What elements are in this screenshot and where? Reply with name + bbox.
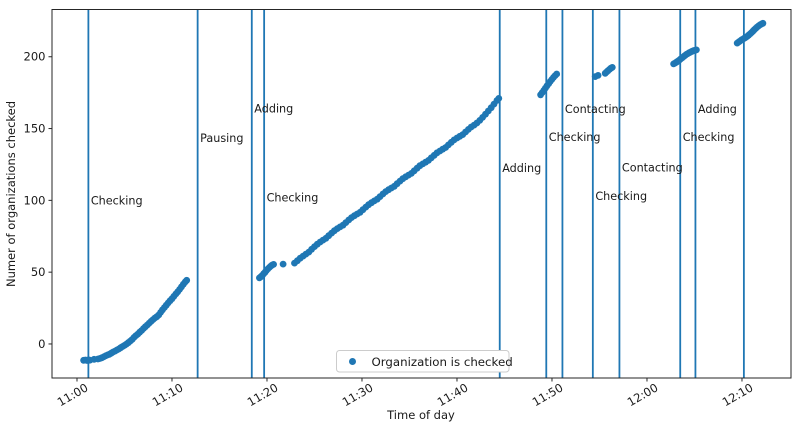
event-label: Checking: [595, 190, 647, 203]
scatter-points-layer: [80, 19, 767, 364]
event-label: Checking: [267, 191, 319, 204]
scatter-point: [183, 276, 191, 284]
event-labels-layer: Checking Pausing Adding Checking Adding Check…: [91, 102, 737, 207]
scatter-point: [608, 64, 616, 71]
event-label: Adding: [254, 102, 293, 115]
x-tick-label: 12:00: [625, 380, 661, 409]
legend-marker-icon: [349, 358, 356, 365]
event-label: Checking: [91, 194, 143, 207]
y-tick-label: 100: [24, 193, 46, 207]
y-tick-label: 0: [38, 337, 45, 351]
y-tick-label: 150: [24, 122, 46, 136]
scatter-point: [693, 46, 700, 54]
plot-border: [51, 9, 792, 379]
scatter-point: [279, 260, 287, 268]
event-label: Contacting: [565, 103, 626, 116]
legend-label: Organization is checked: [372, 355, 513, 369]
x-tick-label: 11:10: [150, 380, 186, 409]
x-tick-label: 11:00: [55, 380, 91, 409]
event-label: Checking: [549, 131, 601, 144]
scatter-point: [495, 95, 503, 102]
event-label: Adding: [698, 103, 737, 116]
scatter-point: [270, 261, 277, 268]
event-label: Adding: [502, 162, 541, 175]
x-tick-label: 11:50: [530, 380, 566, 409]
axes-layer: 11:00 11:10 11:20 11:30 11:40 11:50 12:00 12:10…: [24, 9, 792, 409]
legend-box: [336, 350, 510, 373]
x-tick-label: 11:40: [435, 380, 471, 409]
scatter-point: [594, 72, 602, 79]
x-tick-label: 12:10: [720, 380, 756, 409]
y-tick-label: 200: [24, 50, 46, 64]
event-label: Pausing: [200, 132, 243, 145]
event-label: Checking: [683, 131, 735, 144]
event-label: Contacting: [622, 161, 683, 174]
event-lines-layer: [87, 9, 745, 378]
legend: Organization is checked: [336, 350, 513, 373]
x-tick-label: 11:20: [245, 380, 281, 409]
y-axis-title: Numer of organizations checked: [4, 101, 18, 287]
x-tick-label: 11:30: [340, 380, 376, 409]
x-axis-title: Time of day: [386, 408, 455, 422]
y-tick-label: 50: [31, 265, 46, 279]
scatter-point: [759, 19, 767, 27]
scatter-point: [553, 70, 561, 78]
